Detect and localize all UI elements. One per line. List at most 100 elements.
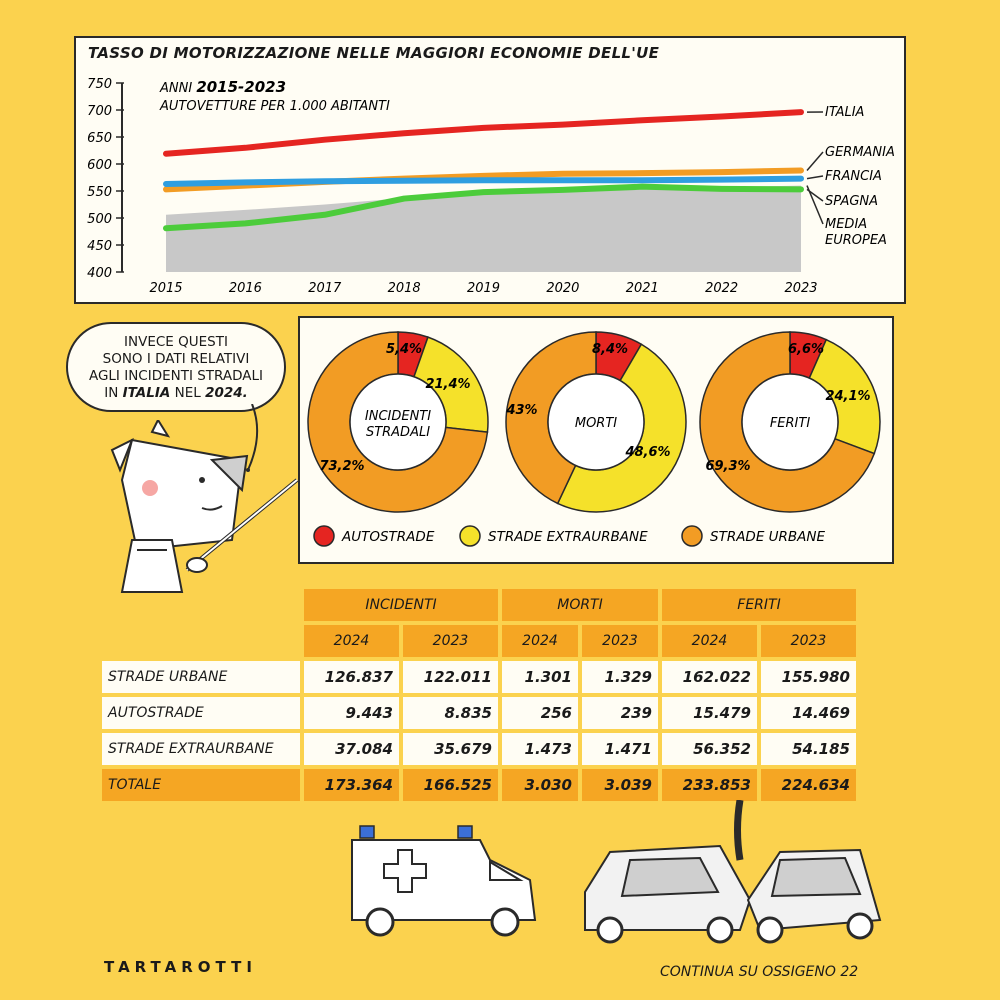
year-header: 2024 bbox=[662, 625, 757, 657]
table-row: STRADE URBANE 126.837 122.011 1.301 1.32… bbox=[102, 661, 856, 693]
speech-bubble-tail bbox=[246, 404, 259, 472]
speech-line: INVECE QUESTI bbox=[124, 334, 228, 350]
chart-subtitle-units: AUTOVETTURE PER 1.000 ABITANTI bbox=[159, 99, 390, 114]
year-header: 2023 bbox=[582, 625, 658, 657]
table-cell: 239 bbox=[582, 697, 658, 729]
year-header: 2023 bbox=[403, 625, 498, 657]
table-row: AUTOSTRADE 9.443 8.835 256 239 15.479 14… bbox=[102, 697, 856, 729]
table-cell: 37.084 bbox=[304, 733, 399, 765]
table-row: STRADE EXTRAURBANE 37.084 35.679 1.473 1… bbox=[102, 733, 856, 765]
x-tick-label: 2023 bbox=[784, 281, 817, 296]
speech-word-italia: ITALIA bbox=[122, 385, 171, 401]
x-tick-label: 2015 bbox=[149, 281, 182, 296]
motorization-line-chart: 750 700 650 600 550 500 450 400 2015 2016 2017 2018… bbox=[87, 77, 895, 296]
legend-swatch bbox=[681, 525, 703, 547]
group-header-incidenti: INCIDENTI bbox=[304, 589, 498, 621]
x-tick-label: 2017 bbox=[308, 281, 342, 296]
continue-footer: CONTINUA SU OSSIGENO 22 bbox=[660, 964, 859, 980]
x-tick-label: 2019 bbox=[467, 281, 500, 296]
legend-label: EUROPEA bbox=[825, 233, 887, 248]
x-tick-label: 2020 bbox=[546, 281, 579, 296]
donut-value-label: 73,2% bbox=[319, 459, 364, 474]
table-corner bbox=[102, 589, 300, 621]
legend-label: STRADE URBANE bbox=[710, 529, 826, 545]
row-label: STRADE URBANE bbox=[102, 661, 300, 693]
table-cell: 8.835 bbox=[403, 697, 498, 729]
speech-bubble: INVECE QUESTI SONO I DATI RELATIVI AGLI … bbox=[66, 322, 286, 412]
y-tick-label: 550 bbox=[87, 185, 112, 200]
group-header-feriti: FERITI bbox=[662, 589, 856, 621]
table-cell: 166.525 bbox=[403, 769, 498, 801]
speech-line: SONO I DATI RELATIVI bbox=[102, 351, 250, 367]
y-tick-label: 700 bbox=[87, 104, 112, 119]
year-header: 2023 bbox=[761, 625, 856, 657]
legend-label: AUTOSTRADE bbox=[341, 529, 435, 545]
legend-label: MEDIA bbox=[825, 217, 867, 232]
accident-donuts-panel: INCIDENTI STRADALI 5,4% 21,4% 73,2% MORTI 8,4%… bbox=[298, 316, 894, 564]
donut-value-label: 6,6% bbox=[788, 342, 824, 357]
table-cell: 56.352 bbox=[662, 733, 757, 765]
table-cell: 173.364 bbox=[304, 769, 399, 801]
speech-word: IN bbox=[104, 385, 119, 401]
speech-line: IN ITALIA NEL 2024. bbox=[68, 385, 284, 402]
ambulance-icon bbox=[351, 825, 537, 937]
donut-hole bbox=[547, 373, 645, 471]
chart-subtitle-years: ANNI 2015-2023 bbox=[159, 78, 286, 96]
crashed-cars-icon bbox=[584, 800, 882, 944]
table-cell: 1.329 bbox=[582, 661, 658, 693]
donut-center-label: FERITI bbox=[770, 416, 810, 431]
donut-value-label: 5,4% bbox=[386, 342, 422, 357]
speech-word-year: 2024. bbox=[205, 385, 248, 401]
x-tick-label: 2022 bbox=[705, 281, 738, 296]
series-line-spagna bbox=[163, 183, 804, 232]
year-header: 2024 bbox=[304, 625, 399, 657]
donut-value-label: 43% bbox=[505, 403, 537, 418]
table-cell: 1.471 bbox=[582, 733, 658, 765]
legend-label: FRANCIA bbox=[825, 169, 882, 184]
table-cell: 35.679 bbox=[403, 733, 498, 765]
group-header-morti: MORTI bbox=[502, 589, 658, 621]
table-cell: 9.443 bbox=[304, 697, 399, 729]
table-cell: 3.030 bbox=[502, 769, 578, 801]
speech-word: NEL bbox=[174, 385, 201, 401]
y-tick-label: 600 bbox=[87, 158, 112, 173]
x-tick-label: 2018 bbox=[388, 281, 421, 296]
table-cell: 54.185 bbox=[761, 733, 856, 765]
series-area-media-europea bbox=[166, 185, 801, 272]
donut-center-label: MORTI bbox=[575, 416, 617, 431]
legend-pointer bbox=[806, 151, 824, 171]
table-corner bbox=[102, 625, 300, 657]
legend-swatch bbox=[459, 525, 481, 547]
artist-signature: TARTAROTTI bbox=[104, 958, 257, 976]
donut-center-label: STRADALI bbox=[366, 425, 430, 440]
table-cell: 1.301 bbox=[502, 661, 578, 693]
y-tick-label: 400 bbox=[87, 266, 112, 281]
ambulance-and-crash-illustration bbox=[351, 800, 882, 944]
row-label: STRADE EXTRAURBANE bbox=[102, 733, 300, 765]
table-header-groups: INCIDENTI MORTI FERITI bbox=[102, 589, 856, 621]
legend-label: STRADE EXTRAURBANE bbox=[488, 529, 648, 545]
y-tick-label: 450 bbox=[87, 239, 112, 254]
x-tick-label: 2021 bbox=[626, 281, 659, 296]
legend-label: ITALIA bbox=[825, 105, 864, 120]
series-line-francia bbox=[163, 175, 804, 187]
speech-line: AGLI INCIDENTI STRADALI bbox=[88, 368, 264, 384]
accidents-table: INCIDENTI MORTI FERITI 2024 2023 2024 20… bbox=[98, 585, 860, 805]
legend-label: SPAGNA bbox=[825, 194, 878, 209]
donut-value-label: 24,1% bbox=[825, 389, 870, 404]
row-label: TOTALE bbox=[102, 769, 300, 801]
y-tick-label: 650 bbox=[87, 131, 112, 146]
table-cell: 3.039 bbox=[582, 769, 658, 801]
donut-center-label: INCIDENTI bbox=[365, 409, 431, 424]
year-header: 2024 bbox=[502, 625, 578, 657]
table-row-total: TOTALE 173.364 166.525 3.030 3.039 233.8… bbox=[102, 769, 856, 801]
table-cell: 122.011 bbox=[403, 661, 498, 693]
series-line-italia bbox=[163, 109, 804, 157]
y-tick-label: 750 bbox=[87, 77, 112, 92]
table-cell: 224.634 bbox=[761, 769, 856, 801]
table-cell: 155.980 bbox=[761, 661, 856, 693]
table-cell: 256 bbox=[502, 697, 578, 729]
legend-pointer bbox=[806, 175, 824, 180]
donut-hole bbox=[349, 373, 447, 471]
